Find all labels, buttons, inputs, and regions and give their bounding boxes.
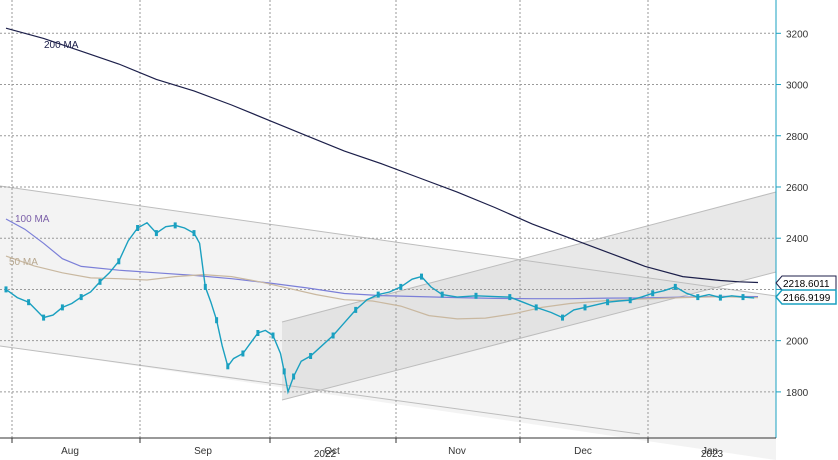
y-tick-label: 3000 bbox=[786, 81, 809, 92]
last-price-badge: 2166.9199 bbox=[775, 289, 837, 305]
y-tick-label: 2600 bbox=[786, 183, 809, 194]
ma200-value: 2218.6011 bbox=[783, 279, 830, 290]
price-point bbox=[203, 283, 207, 290]
x-axis: Aug Sep Oct Nov Dec Jan 2022 2023 bbox=[11, 438, 724, 460]
price-point bbox=[292, 373, 296, 380]
series-layer bbox=[4, 27, 759, 395]
price-point bbox=[376, 291, 380, 298]
price-point bbox=[331, 332, 335, 339]
price-point bbox=[534, 304, 538, 311]
ma100-label: 100 MA bbox=[15, 214, 50, 225]
price-point bbox=[696, 294, 700, 301]
price-point bbox=[399, 283, 403, 290]
ascending-channel-band bbox=[282, 192, 776, 400]
price-point bbox=[117, 258, 121, 265]
x-tick-label: Nov bbox=[448, 446, 466, 457]
price-point bbox=[508, 294, 512, 301]
price-point bbox=[215, 317, 219, 324]
price-point bbox=[136, 225, 140, 231]
descending-channel-upper bbox=[0, 185, 777, 297]
price-point bbox=[309, 353, 313, 359]
y-tick-label: 2400 bbox=[786, 234, 809, 245]
price-point bbox=[226, 363, 230, 370]
ascending-channel-lower bbox=[281, 271, 777, 401]
y-tick-label: 2000 bbox=[786, 337, 809, 348]
x-year-label: 2022 bbox=[314, 449, 337, 460]
price-point bbox=[60, 304, 64, 311]
price-point bbox=[154, 230, 158, 237]
y-tick-label: 1800 bbox=[786, 388, 809, 399]
y-tick-label: 3200 bbox=[786, 29, 809, 40]
price-point bbox=[718, 294, 722, 301]
price-point bbox=[606, 299, 610, 306]
price-point bbox=[651, 290, 655, 297]
x-year-label: 2023 bbox=[701, 449, 724, 460]
price-point bbox=[271, 332, 275, 339]
x-tick-label: Jan bbox=[702, 446, 718, 457]
price-point bbox=[241, 350, 245, 357]
price-point bbox=[27, 299, 31, 306]
price-point bbox=[561, 314, 564, 321]
price-point bbox=[628, 297, 632, 304]
price-point bbox=[282, 368, 286, 375]
price-point bbox=[440, 291, 444, 298]
price-point bbox=[583, 304, 587, 311]
y-tick-label: 2800 bbox=[786, 132, 809, 143]
price-point bbox=[673, 283, 677, 290]
price-point bbox=[354, 306, 358, 313]
price-point bbox=[741, 294, 745, 301]
ma100-line bbox=[5, 218, 759, 300]
price-point bbox=[173, 222, 177, 229]
x-tick-label: Oct bbox=[324, 446, 340, 457]
ma200-line bbox=[5, 27, 759, 284]
price-point bbox=[192, 230, 196, 237]
ma200-value-badge: 2218.6011 bbox=[775, 275, 837, 291]
x-tick-label: Dec bbox=[574, 446, 592, 457]
price-point bbox=[98, 278, 102, 285]
last-price-value: 2166.9199 bbox=[783, 293, 831, 304]
x-tick-label: Aug bbox=[61, 446, 79, 457]
y-axis: 32003000280026002400220020001800 bbox=[776, 29, 809, 399]
price-point bbox=[474, 292, 478, 299]
price-point bbox=[42, 314, 46, 321]
ma50-line bbox=[5, 255, 759, 320]
price-line bbox=[5, 221, 755, 395]
ma50-label: 50 MA bbox=[9, 257, 38, 268]
price-point bbox=[79, 294, 83, 301]
price-point bbox=[256, 330, 260, 336]
price-point bbox=[4, 286, 8, 293]
grid bbox=[0, 0, 776, 438]
ma200-label: 200 MA bbox=[44, 40, 79, 51]
price-point bbox=[420, 273, 423, 280]
x-tick-label: Sep bbox=[194, 446, 212, 457]
